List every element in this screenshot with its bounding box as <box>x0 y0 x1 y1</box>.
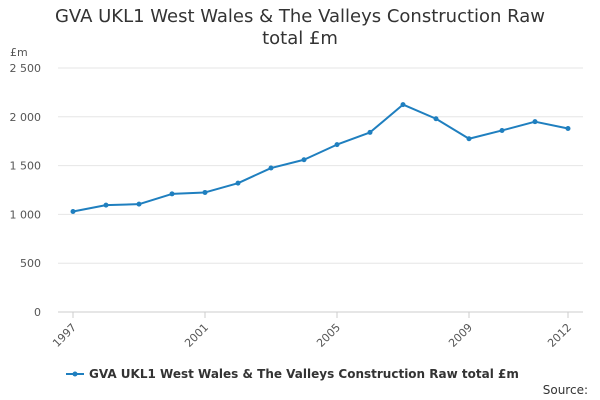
data-point-1999 <box>136 201 142 207</box>
y-tick-label: 2 000 <box>10 111 42 124</box>
series-layer <box>70 102 571 214</box>
data-point-2009 <box>466 136 472 142</box>
data-point-2001 <box>202 189 208 195</box>
data-point-2002 <box>235 180 241 186</box>
data-point-2005 <box>334 142 340 148</box>
chart-title-line-2: total £m <box>262 28 338 49</box>
data-point-2007 <box>400 102 406 108</box>
chart-title: GVA UKL1 West Wales & The Valleys Constr… <box>0 6 600 50</box>
data-point-2012 <box>565 126 571 132</box>
x-tick-label: 2012 <box>545 321 574 350</box>
x-tick-label: 2009 <box>446 321 475 350</box>
x-tick-label: 2005 <box>314 321 343 350</box>
y-tick-label: 0 <box>34 306 41 319</box>
x-tick-label: 1997 <box>50 321 79 350</box>
y-axis-unit-label: £m <box>10 46 28 59</box>
source-label: Source: <box>543 383 588 397</box>
data-point-2003 <box>268 165 274 171</box>
series-line <box>72 103 569 213</box>
data-point-1998 <box>103 202 109 208</box>
y-tick-label: 500 <box>20 257 41 270</box>
y-tick-label: 2 500 <box>10 62 42 75</box>
legend-series-label: GVA UKL1 West Wales & The Valleys Constr… <box>89 367 519 381</box>
data-point-2011 <box>532 119 538 125</box>
legend-point-marker <box>72 371 78 377</box>
data-point-2010 <box>499 127 505 133</box>
gridlines <box>58 67 583 264</box>
x-axis: 1997 2001 2005 2009 2012 <box>50 311 583 350</box>
y-tick-label: 1 000 <box>10 208 42 221</box>
chart-title-line-1: GVA UKL1 West Wales & The Valleys Constr… <box>54 6 546 27</box>
data-point-2006 <box>367 129 373 135</box>
y-tick-label: 1 500 <box>10 160 42 173</box>
x-tick-label: 2001 <box>182 321 211 350</box>
data-point-1997 <box>70 208 76 214</box>
y-axis: £m 0 500 1 000 1 500 2 000 2 500 <box>10 46 42 319</box>
data-point-2004 <box>301 157 307 163</box>
data-point-2000 <box>169 191 175 197</box>
legend[interactable]: GVA UKL1 West Wales & The Valleys Constr… <box>66 367 519 381</box>
data-point-2008 <box>433 116 439 122</box>
